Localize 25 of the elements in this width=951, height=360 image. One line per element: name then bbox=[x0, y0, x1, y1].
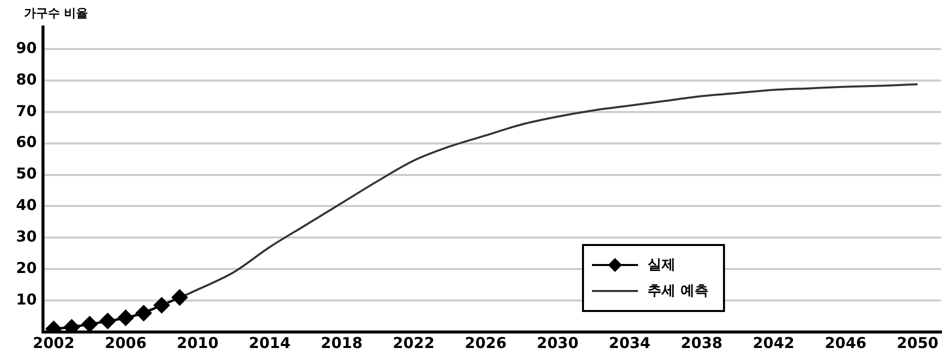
x-tick-label: 2026 bbox=[464, 334, 507, 352]
legend-label: 추세 예측 bbox=[648, 282, 709, 300]
x-tick-label: 2014 bbox=[248, 334, 291, 352]
y-tick-label: 70 bbox=[16, 102, 37, 120]
x-tick-label: 2006 bbox=[104, 334, 147, 352]
y-tick-label: 80 bbox=[16, 70, 37, 88]
x-tick-label: 2046 bbox=[824, 334, 866, 352]
x-tick-label: 2002 bbox=[32, 334, 75, 352]
x-tick-label: 2010 bbox=[176, 334, 219, 352]
y-tick-label: 20 bbox=[16, 259, 37, 278]
x-tick-label: 2018 bbox=[320, 334, 363, 352]
x-tick-label: 2022 bbox=[392, 334, 435, 352]
x-tick-label: 2042 bbox=[752, 334, 794, 352]
y-tick-label: 30 bbox=[16, 228, 37, 246]
legend-label: 실제 bbox=[648, 256, 676, 274]
y-tick-label: 90 bbox=[16, 38, 37, 57]
x-tick-label: 2050 bbox=[896, 334, 938, 352]
y-tick-label: 10 bbox=[16, 290, 37, 308]
y-tick-label: 40 bbox=[16, 196, 37, 214]
x-tick-label: 2030 bbox=[536, 334, 579, 352]
x-tick-label: 2034 bbox=[608, 334, 650, 352]
y-axis-title: 가구수 비율 bbox=[24, 5, 88, 22]
y-tick-label: 60 bbox=[16, 133, 37, 152]
x-tick-label: 2038 bbox=[680, 334, 722, 352]
y-tick-label: 50 bbox=[16, 164, 37, 183]
